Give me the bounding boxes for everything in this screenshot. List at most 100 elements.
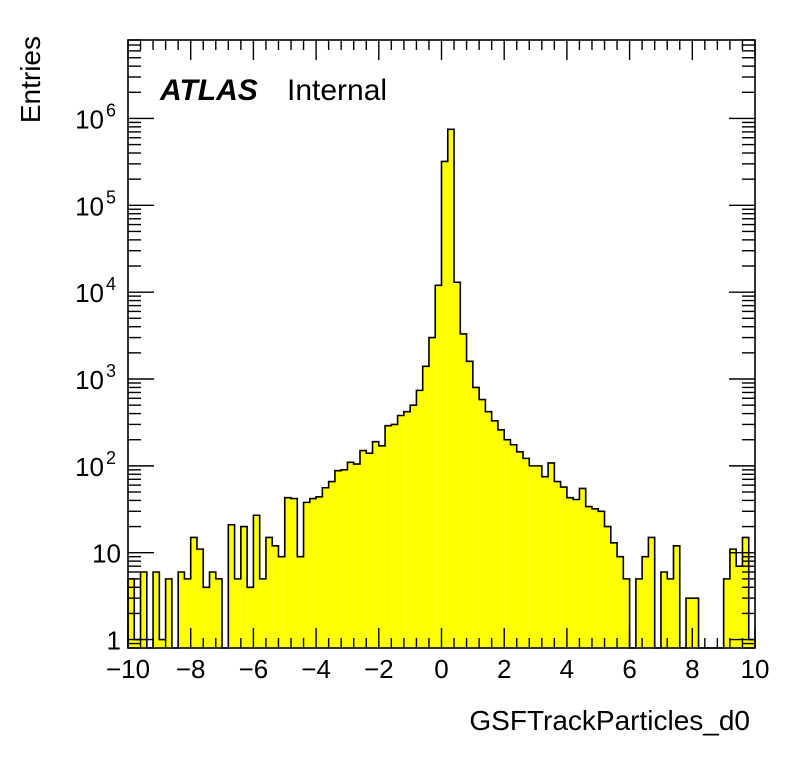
histogram-bar: [341, 469, 348, 648]
histogram-bar: [328, 481, 335, 648]
y-tick-label: 10: [75, 452, 104, 482]
histogram-bar: [441, 161, 448, 648]
histogram-bar: [359, 450, 367, 648]
histogram-bar: [610, 542, 618, 648]
histogram-bar: [347, 462, 354, 648]
histogram-bar: [523, 458, 530, 648]
histogram-bar: [391, 424, 398, 648]
y-tick-label: 1: [107, 626, 121, 656]
histogram-bar: [485, 411, 492, 648]
histogram-bar: [303, 502, 310, 648]
y-tick-label: 10: [75, 365, 104, 395]
histogram-bar: [234, 578, 241, 648]
histogram-bar: [573, 499, 580, 648]
histogram-bar: [579, 488, 586, 648]
histogram-bar: [397, 415, 404, 648]
histogram-bar: [272, 545, 279, 648]
histogram-bar: [435, 285, 442, 648]
histogram-bar: [598, 511, 605, 648]
histogram-bar: [454, 282, 461, 648]
histogram-bar: [372, 441, 379, 648]
histogram-bar: [240, 526, 248, 648]
x-tick-label: −2: [364, 654, 394, 684]
x-tick-label: −6: [239, 654, 269, 684]
histogram-bar: [529, 465, 536, 648]
x-axis-label: GSFTrackParticles_d0: [469, 705, 750, 736]
histogram-bar: [497, 429, 505, 648]
histogram-bar: [353, 464, 360, 648]
histogram-bar: [366, 453, 373, 648]
histogram-bar: [178, 571, 185, 648]
histogram-bar: [673, 545, 680, 648]
histogram-bar: [278, 556, 285, 648]
histogram-bar: [378, 445, 386, 648]
histogram-bar: [729, 549, 737, 648]
histogram-bar: [667, 578, 674, 648]
x-tick-label: −8: [176, 654, 206, 684]
histogram-bar: [253, 515, 260, 648]
x-tick-label: −10: [106, 654, 150, 684]
histogram-bar: [642, 556, 649, 648]
histogram-bar: [184, 578, 191, 648]
histogram-bar: [554, 481, 561, 648]
histogram-bar: [159, 639, 166, 648]
histogram-bar: [491, 420, 498, 648]
histogram-bar: [535, 465, 542, 648]
atlas-label: ATLAS: [159, 74, 258, 107]
y-tick-exponent: 3: [106, 361, 116, 381]
histogram-bar: [228, 524, 235, 648]
x-tick-label: 8: [685, 654, 699, 684]
histogram-bar: [165, 578, 172, 648]
y-axis-label: Entries: [15, 36, 46, 123]
histogram-outline: [127, 128, 756, 649]
histogram-bar: [660, 571, 668, 648]
histogram-bar: [723, 578, 730, 648]
histogram-bar: [140, 571, 147, 648]
x-tick-label: 10: [741, 654, 770, 684]
histogram-bar: [548, 462, 555, 648]
histogram-bar: [265, 537, 273, 648]
histogram-bar: [410, 405, 417, 648]
histogram-bar: [153, 571, 160, 648]
histogram-bar: [472, 387, 480, 648]
x-tick-label: −4: [301, 654, 331, 684]
histogram-bar: [428, 337, 436, 648]
x-tick-label: 0: [434, 654, 448, 684]
histogram-bar: [585, 506, 592, 648]
x-tick-label: 2: [497, 654, 511, 684]
histogram-bar: [247, 587, 254, 648]
histogram-bar: [466, 361, 473, 648]
x-tick-label: 4: [560, 654, 574, 684]
y-tick-label: 10: [75, 278, 104, 308]
histogram-bar: [591, 508, 599, 648]
histogram-bar: [516, 451, 524, 648]
y-tick-label: 10: [75, 191, 104, 221]
y-tick-label: 10: [75, 104, 104, 134]
histogram-bar: [291, 498, 298, 648]
histogram-bar: [541, 476, 549, 648]
histogram-bar: [635, 578, 643, 648]
histogram-bar: [190, 537, 197, 648]
histogram-bar: [692, 598, 699, 648]
histogram-bar: [284, 497, 292, 648]
histogram-bar: [416, 390, 423, 648]
histogram-bar: [460, 333, 467, 648]
y-tick-exponent: 2: [106, 448, 116, 468]
histogram-bar: [623, 578, 630, 648]
histogram-bar: [566, 497, 574, 648]
histogram-bar: [617, 556, 624, 648]
y-tick-exponent: 4: [106, 274, 116, 294]
histogram-bar: [309, 498, 317, 648]
histogram-bars: [128, 129, 755, 649]
histogram-bar: [510, 444, 517, 648]
histogram-bar: [196, 549, 204, 648]
histogram-bar: [403, 411, 411, 648]
histogram-bar: [447, 129, 455, 649]
y-tick-exponent: 5: [106, 187, 116, 207]
histogram-bar: [560, 487, 567, 648]
y-tick-label: 10: [92, 539, 121, 569]
axis-ticks: [127, 39, 756, 649]
histogram-bar: [203, 587, 210, 648]
